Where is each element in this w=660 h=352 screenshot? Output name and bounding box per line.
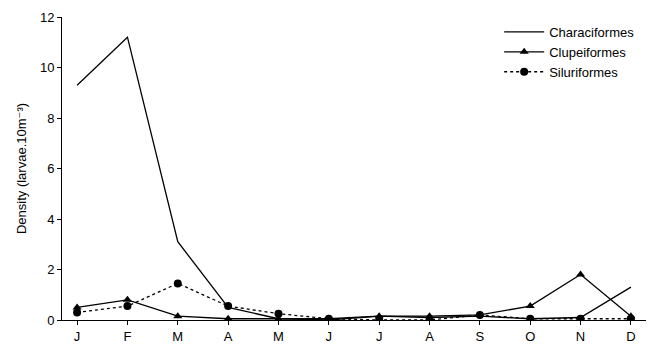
- svg-text:M: M: [273, 329, 284, 344]
- svg-text:O: O: [525, 329, 535, 344]
- svg-text:Characiformes: Characiformes: [549, 25, 634, 40]
- svg-text:Density (larvae.10m⁻³): Density (larvae.10m⁻³): [14, 103, 29, 234]
- svg-text:10: 10: [40, 60, 54, 75]
- svg-text:A: A: [224, 329, 233, 344]
- svg-text:J: J: [326, 329, 333, 344]
- svg-text:M: M: [172, 329, 183, 344]
- svg-text:J: J: [74, 329, 81, 344]
- svg-text:6: 6: [47, 161, 54, 176]
- svg-text:N: N: [576, 329, 585, 344]
- svg-text:4: 4: [47, 212, 54, 227]
- svg-text:J: J: [376, 329, 383, 344]
- svg-text:S: S: [476, 329, 485, 344]
- svg-text:8: 8: [47, 111, 54, 126]
- svg-text:2: 2: [47, 262, 54, 277]
- svg-text:Clupeiformes: Clupeiformes: [549, 45, 626, 60]
- svg-text:Siluriformes: Siluriformes: [549, 65, 618, 80]
- svg-text:D: D: [626, 329, 635, 344]
- svg-text:A: A: [425, 329, 434, 344]
- svg-text:12: 12: [40, 10, 54, 25]
- svg-text:F: F: [123, 329, 131, 344]
- svg-text:0: 0: [47, 313, 54, 328]
